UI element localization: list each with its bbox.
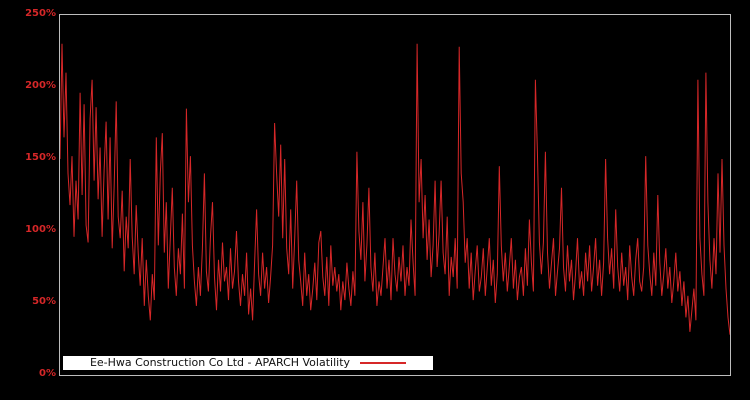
legend-line-sample-icon — [360, 362, 407, 364]
aparch-volatility-series-line — [60, 43, 730, 335]
y-axis-tick-label: 250% — [25, 8, 56, 19]
volatility-line-chart — [60, 43, 730, 335]
plot-area — [59, 14, 731, 376]
y-axis-tick-label: 0% — [39, 368, 56, 379]
y-axis-tick-label: 50% — [32, 296, 56, 307]
y-axis-tick-label: 100% — [25, 224, 56, 235]
y-axis-tick-label: 200% — [25, 80, 56, 91]
y-axis-tick-label: 150% — [25, 152, 56, 163]
legend: Ee-Hwa Construction Co Ltd - APARCH Vola… — [63, 356, 433, 370]
legend-label: Ee-Hwa Construction Co Ltd - APARCH Vola… — [89, 356, 351, 369]
